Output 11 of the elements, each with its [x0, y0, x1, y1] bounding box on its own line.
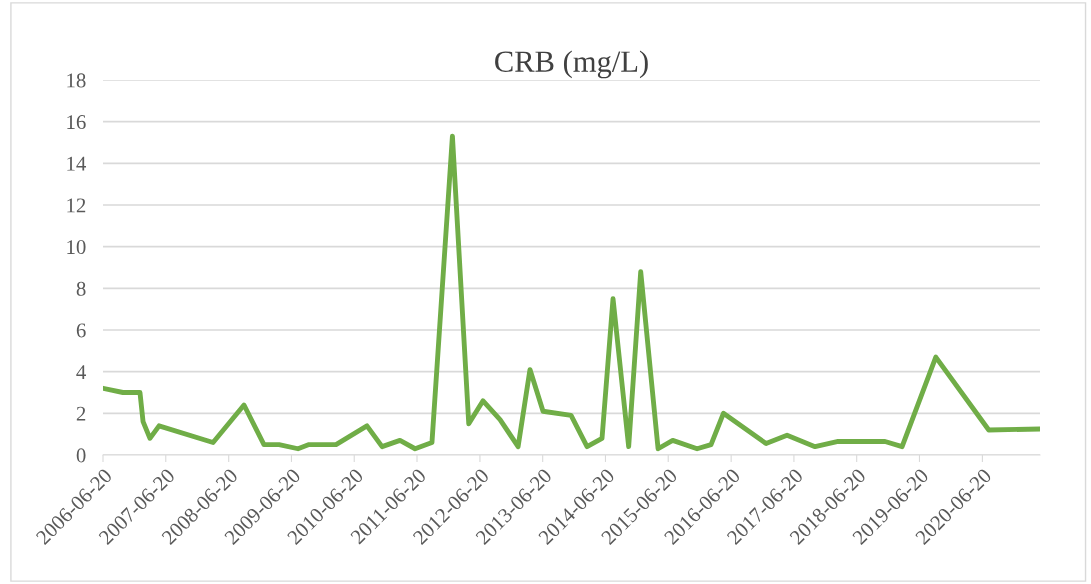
y-tick-label: 4: [76, 365, 87, 379]
y-tick-label: 12: [67, 198, 86, 213]
y-tick-label: 16: [67, 115, 86, 130]
chart-title: CRB (mg/L): [495, 50, 648, 79]
y-tick-label: 6: [76, 323, 86, 338]
y-tick-label: 14: [67, 156, 87, 171]
y-tick-label: 2: [76, 406, 86, 421]
y-tick-label: 8: [76, 281, 86, 296]
y-tick-label: 0: [76, 448, 86, 463]
y-tick-label: 10: [67, 240, 86, 255]
y-tick-label: 18: [67, 73, 86, 88]
